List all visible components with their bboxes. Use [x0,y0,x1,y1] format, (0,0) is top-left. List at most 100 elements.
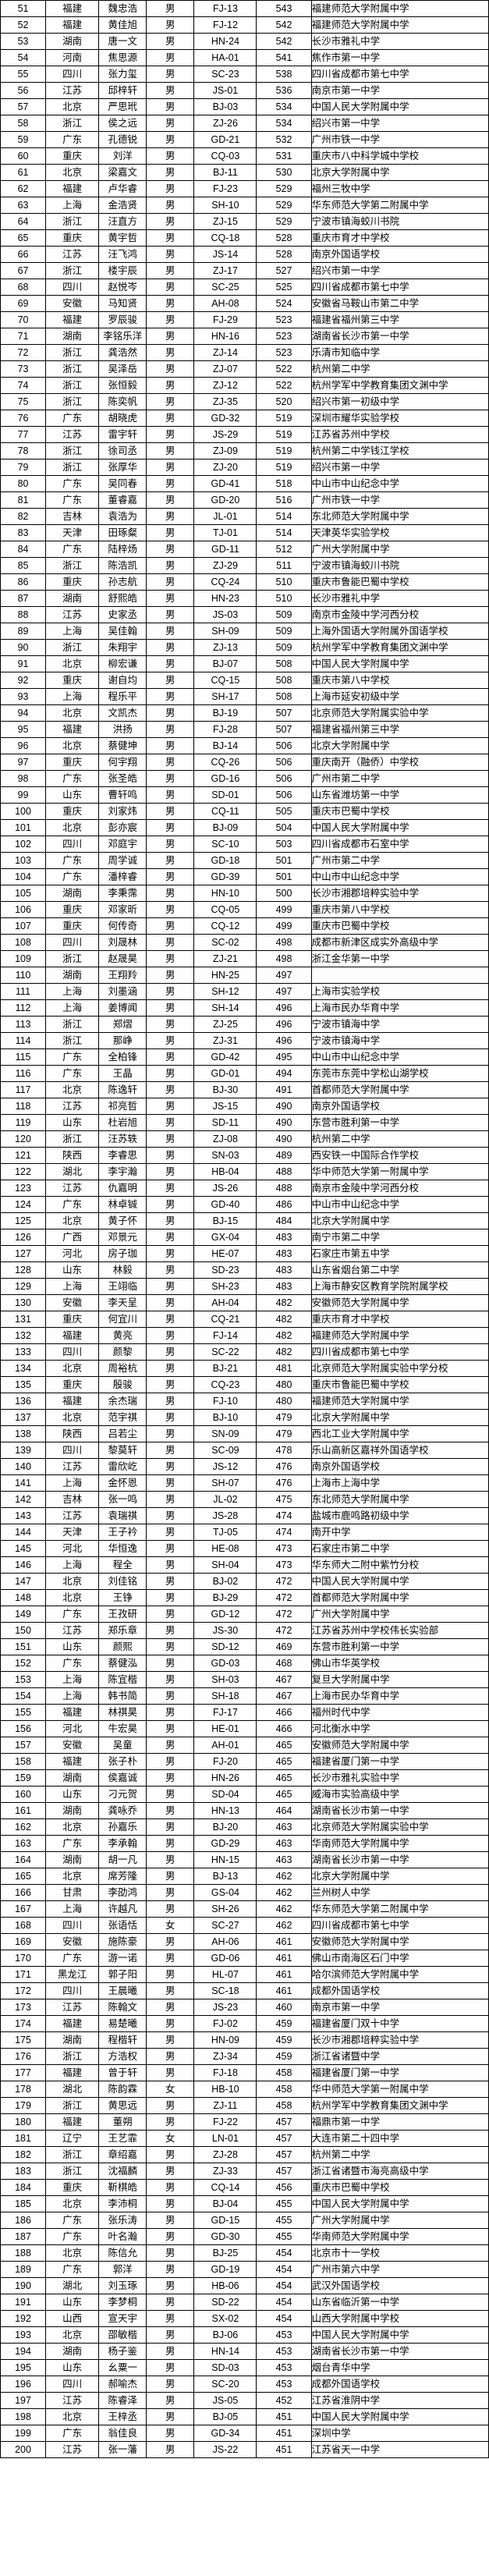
cell-gender: 男 [146,2408,195,2425]
cell-rank: 86 [0,573,47,591]
table-row: 73 浙江 吴泽岳男 ZJ-07 522 杭州第二中学 [0,360,489,378]
cell-code: SD-23 [193,1261,257,1279]
table-row: 61 北京 梁嘉文男 BJ-11 530 北京大学附属中学 [0,164,489,181]
cell-rank: 107 [0,917,47,935]
cell-score: 453 [256,2376,312,2393]
table-row: 99 山东 曹轩鸣男 SD-01 506 山东省潍坊第一中学 [0,786,489,804]
table-row: 176 浙江 方浩权男 ZJ-34 459 浙江省诸暨中学 [0,2048,489,2065]
cell-school: 中国人民大学附属中学 [310,819,489,836]
cell-score: 519 [256,442,312,459]
cell-province: 四川 [45,1343,100,1361]
cell-province: 江苏 [45,2392,100,2409]
cell-score: 505 [256,803,312,820]
cell-score: 486 [256,1196,312,1213]
cell-gender: 男 [146,16,195,34]
table-row: 124 广东 林卓铖男 GD-40 486 中山市中山纪念中学 [0,1196,489,1213]
cell-code: GD-06 [193,1950,257,1967]
cell-gender: 男 [146,2343,195,2360]
cell-province: 北京 [45,1081,100,1098]
cell-school: 石家庄市第五中学 [310,1245,489,1262]
cell-score: 500 [256,885,312,902]
cell-province: 上海 [45,983,100,1000]
cell-code: GD-41 [193,475,257,492]
cell-province: 北京 [45,1212,100,1229]
cell-rank: 173 [0,1999,47,2016]
cell-rank: 179 [0,2097,47,2114]
cell-rank: 69 [0,295,47,312]
cell-province: 山西 [45,2310,100,2327]
cell-school: 华东师大二附中紫竹分校 [310,1556,489,1574]
cell-school: 大连市第二十四中学 [310,2130,489,2147]
cell-name: 房子珈 [98,1245,147,1262]
cell-rank: 187 [0,2228,47,2245]
cell-name: 蔡健泓 [98,1655,147,1672]
cell-province: 广东 [45,541,100,558]
cell-code: HE-07 [193,1245,257,1262]
cell-school: 福建省厦门双十中学 [310,2015,489,2032]
cell-province: 北京 [45,2408,100,2425]
cell-province: 福建 [45,0,100,17]
cell-gender: 男 [146,2228,195,2245]
cell-school: 长沙市湘郡培粹实验中学 [310,885,489,902]
cell-school: 杭州第二中学 [310,360,489,378]
cell-name: 刘家炜 [98,803,147,820]
cell-school: 上海市实验学校 [310,983,489,1000]
cell-name: 张语恬 [98,1917,147,1934]
cell-name: 李宇瀚 [98,1163,147,1180]
cell-school: 威海市实验高级中学 [310,1786,489,1803]
cell-gender: 男 [146,901,195,918]
cell-name: 朱翔宇 [98,639,147,656]
cell-school: 江苏省苏州中学校 [310,426,489,443]
cell-score: 529 [256,197,312,214]
table-row: 149 广东 王孜研男 GD-12 472 广州大学附属中学 [0,1606,489,1623]
cell-rank: 156 [0,1720,47,1737]
cell-name: 汪飞鸿 [98,246,147,263]
table-row: 94 北京 文凯杰男 BJ-19 507 北京师范大学附属实验中学 [0,704,489,722]
cell-gender: 男 [146,1327,195,1344]
table-row: 132 福建 黄亮男 FJ-14 482 福建师范大学附属中学 [0,1327,489,1344]
cell-code: AH-01 [193,1737,257,1754]
cell-score: 519 [256,426,312,443]
cell-province: 天津 [45,524,100,541]
cell-gender: 男 [146,377,195,394]
cell-rank: 130 [0,1294,47,1311]
cell-gender: 男 [146,1016,195,1033]
cell-code: AH-08 [193,295,257,312]
table-row: 65 重庆 黄宇哲男 CQ-18 528 重庆市育才中学校 [0,229,489,247]
cell-school: 江苏省淮阴中学 [310,2392,489,2409]
table-row: 177 福建 曾于轩男 FJ-18 458 福建省厦门第一中学 [0,2064,489,2081]
cell-gender: 男 [146,1638,195,1655]
cell-rank: 68 [0,279,47,296]
cell-rank: 118 [0,1098,47,1115]
table-row: 92 重庆 谢自均男 CQ-15 508 重庆市第八中学校 [0,672,489,689]
cell-school: 武汉外国语学校 [310,2277,489,2294]
cell-score: 460 [256,1999,312,2016]
cell-school: 东北师范大学附属中学 [310,1491,489,1508]
cell-gender: 男 [146,1687,195,1705]
cell-name: 席芳隆 [98,1868,147,1885]
cell-name: 马知贤 [98,295,147,312]
cell-province: 天津 [45,1524,100,1541]
cell-province: 江苏 [45,1507,100,1524]
cell-rank: 135 [0,1376,47,1393]
cell-province: 江苏 [45,606,100,623]
cell-score: 483 [256,1229,312,1246]
cell-gender: 男 [146,1376,195,1393]
cell-code: SC-27 [193,1917,257,1934]
cell-rank: 185 [0,2195,47,2212]
cell-province: 北京 [45,2244,100,2262]
cell-school: 山东省临沂第一中学 [310,2294,489,2311]
cell-score: 497 [256,967,312,984]
cell-rank: 102 [0,836,47,853]
cell-gender: 男 [146,1425,195,1442]
cell-rank: 148 [0,1589,47,1606]
cell-code: BJ-21 [193,1360,257,1377]
cell-code: BJ-30 [193,1081,257,1098]
cell-gender: 男 [146,410,195,427]
cell-school: 兰州树人中学 [310,1884,489,1901]
cell-school: 杭州学军中学教育集团文渊中学 [310,377,489,394]
cell-gender: 男 [146,475,195,492]
table-row: 130 安徽 李天呈男 AH-04 482 安徽师范大学附属中学 [0,1294,489,1311]
cell-score: 532 [256,131,312,148]
cell-score: 467 [256,1671,312,1688]
